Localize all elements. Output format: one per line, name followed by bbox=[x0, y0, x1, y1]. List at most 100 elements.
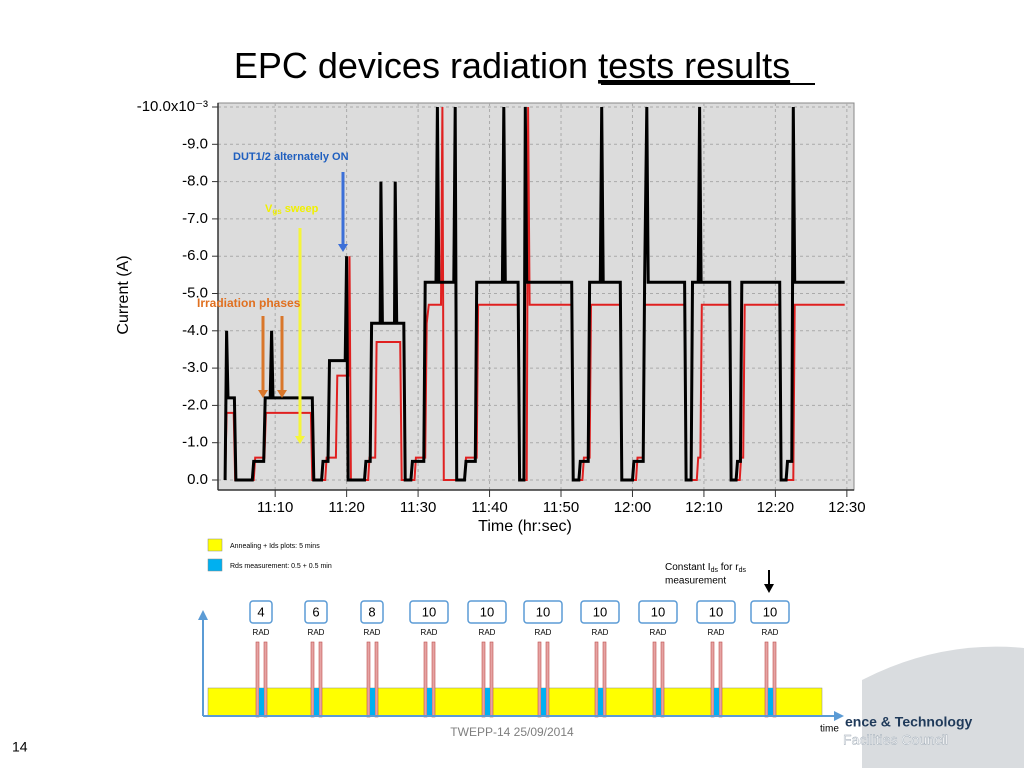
x-tick-label: 11:50 bbox=[543, 499, 579, 516]
dose-label: 10 bbox=[709, 604, 723, 619]
x-tick-label: 12:30 bbox=[828, 499, 866, 516]
annotation: DUT1/2 alternately ON bbox=[233, 151, 349, 163]
title-part: EPC devices radiation bbox=[234, 45, 588, 86]
logo-swoosh bbox=[862, 646, 1024, 768]
arrow-head bbox=[258, 390, 268, 398]
rds-segment bbox=[314, 688, 319, 716]
rad-pulse bbox=[660, 641, 665, 718]
y-tick-label: -8.0 bbox=[182, 173, 208, 190]
logo-text: ence & Technology bbox=[845, 714, 973, 730]
dose-label: 10 bbox=[480, 604, 494, 619]
rad-pulse bbox=[652, 641, 657, 718]
note-part: for r bbox=[718, 562, 739, 573]
rad-pulse bbox=[545, 641, 550, 718]
rad-label: RAD bbox=[535, 628, 552, 637]
note: Constant Ids for rds bbox=[665, 562, 746, 574]
rad-pulse bbox=[489, 641, 494, 718]
rds-segment bbox=[259, 688, 264, 716]
dose-box bbox=[467, 600, 507, 624]
rad-pulse bbox=[710, 641, 715, 718]
legend-label: Annealing + Ids plots: 5 mins bbox=[230, 543, 320, 550]
rad-pulse bbox=[594, 641, 599, 718]
rad-label: RAD bbox=[421, 628, 438, 637]
arrow-head bbox=[295, 436, 305, 444]
y-tick-label: -5.0 bbox=[182, 284, 208, 301]
x-tick-label: 12:10 bbox=[685, 499, 723, 516]
rad-pulse bbox=[537, 641, 542, 718]
rad-label: RAD bbox=[253, 628, 270, 637]
footer: TWEPP-14 25/09/2014 bbox=[450, 725, 574, 739]
page-number: 14 bbox=[12, 739, 28, 755]
rad-pulse bbox=[310, 641, 315, 718]
series-line bbox=[224, 106, 845, 481]
annotation: Vgs sweep bbox=[265, 203, 319, 216]
y-tick-label: -2.0 bbox=[182, 396, 208, 413]
y-tick-label: -7.0 bbox=[182, 210, 208, 227]
rad-label: RAD bbox=[762, 628, 779, 637]
rad-pulse bbox=[366, 641, 371, 718]
rad-label: RAD bbox=[592, 628, 609, 637]
arrow-head bbox=[764, 584, 774, 593]
rad-pulse bbox=[318, 641, 323, 718]
rad-label: RAD bbox=[308, 628, 325, 637]
rad-label: RAD bbox=[708, 628, 725, 637]
rad-pulse bbox=[255, 641, 260, 718]
dose-label: 10 bbox=[651, 604, 665, 619]
arrow-head bbox=[338, 244, 348, 252]
x-tick-label: 12:00 bbox=[614, 499, 652, 516]
dose-box bbox=[750, 600, 790, 624]
timeline-axis-label: time bbox=[820, 724, 839, 735]
rds-segment bbox=[656, 688, 661, 716]
rad-pulse bbox=[263, 641, 268, 718]
legend-swatch bbox=[207, 558, 223, 572]
dose-box bbox=[580, 600, 620, 624]
dose-label: 10 bbox=[536, 604, 550, 619]
note-part: ds bbox=[739, 567, 747, 574]
rad-pulse bbox=[718, 641, 723, 718]
annotation-part: gs bbox=[272, 207, 282, 216]
dose-box bbox=[638, 600, 678, 624]
dose-box bbox=[249, 600, 273, 624]
rds-segment bbox=[541, 688, 546, 716]
y-tick-label: -4.0 bbox=[182, 322, 208, 339]
lines bbox=[223, 106, 845, 482]
dose-label: 10 bbox=[763, 604, 777, 619]
logo-text: Facilities Council bbox=[843, 732, 948, 748]
series-line bbox=[223, 106, 845, 482]
rad-label: RAD bbox=[364, 628, 381, 637]
x-tick-label: 11:20 bbox=[328, 499, 364, 516]
arrow-head bbox=[198, 610, 208, 620]
dose-label: 10 bbox=[593, 604, 607, 619]
legend-swatch bbox=[207, 538, 223, 552]
y-tick-label: -10.0x10⁻³ bbox=[137, 98, 208, 115]
rds-segment bbox=[598, 688, 603, 716]
rad-pulse bbox=[374, 641, 379, 718]
dose-box bbox=[409, 600, 449, 624]
annotation-part: sweep bbox=[282, 203, 319, 215]
rad-label: RAD bbox=[479, 628, 496, 637]
y-tick-label: -3.0 bbox=[182, 359, 208, 376]
arrow-head bbox=[834, 711, 844, 721]
dose-box bbox=[696, 600, 736, 624]
note: measurement bbox=[665, 576, 726, 587]
dose-label: 4 bbox=[257, 604, 264, 619]
rds-segment bbox=[427, 688, 432, 716]
rad-label: RAD bbox=[650, 628, 667, 637]
dose-box bbox=[523, 600, 563, 624]
x-axis-title: Time (hr:sec) bbox=[478, 518, 572, 535]
annotation-part: V bbox=[265, 203, 273, 215]
y-axis-title: Current (A) bbox=[115, 255, 132, 334]
rad-pulse bbox=[423, 641, 428, 718]
y-tick-label: 0.0 bbox=[187, 471, 208, 488]
x-tick-label: 12:20 bbox=[757, 499, 795, 516]
anneal-bar bbox=[207, 687, 823, 717]
rds-segment bbox=[768, 688, 773, 716]
slide-title: EPC devices radiation tests results bbox=[234, 45, 790, 86]
dose-label: 10 bbox=[422, 604, 436, 619]
y-tick-label: -1.0 bbox=[182, 434, 208, 451]
title-part: tests results bbox=[598, 45, 790, 86]
rad-pulse bbox=[764, 641, 769, 718]
rds-segment bbox=[485, 688, 490, 716]
note-part: ds bbox=[711, 567, 719, 574]
